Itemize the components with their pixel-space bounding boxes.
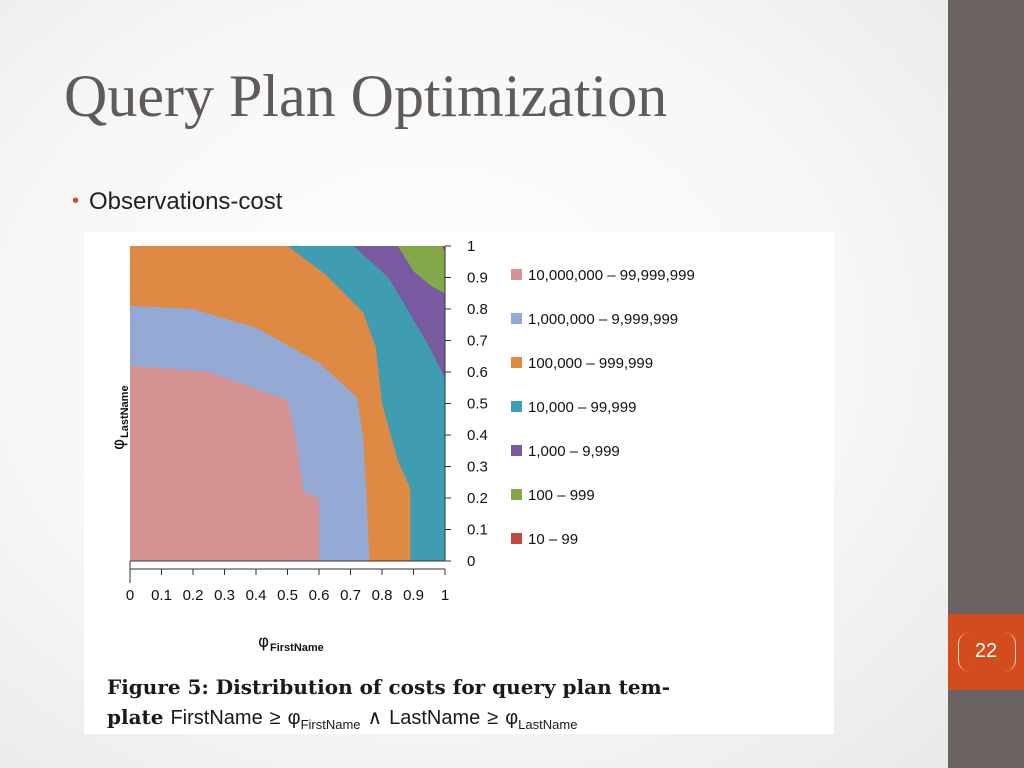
caption-and: ∧ — [367, 707, 383, 729]
x-tick-label: 0.7 — [340, 587, 361, 604]
caption-phi-2: φ — [505, 707, 519, 729]
legend-swatch — [511, 401, 522, 412]
x-tick-label: 0.3 — [214, 587, 235, 604]
bullet-item: • Observations-cost — [72, 188, 282, 216]
legend-swatch — [511, 357, 522, 368]
legend-swatch — [511, 269, 522, 280]
x-tick-label: 0.1 — [151, 587, 172, 604]
caption-phi-1: φ — [287, 707, 301, 729]
x-tick-label: 0 — [126, 587, 134, 604]
y-tick-label: 0.6 — [467, 364, 488, 381]
y-tick-label: 0.4 — [467, 427, 488, 444]
legend-swatch — [511, 313, 522, 324]
legend-label: 10,000 – 99,999 — [528, 399, 636, 416]
caption-sub-lastname: LastName — [518, 717, 578, 732]
y-tick-label: 0.8 — [467, 301, 488, 318]
legend-swatch — [511, 533, 522, 544]
legend-label: 10,000,000 – 99,999,999 — [528, 267, 695, 284]
x-tick-label: 0.2 — [183, 587, 204, 604]
y-axis-label: φ — [109, 439, 129, 450]
legend-label: 100,000 – 999,999 — [528, 355, 653, 372]
y-tick-label: 0 — [467, 553, 475, 570]
x-axis-label: φ — [258, 632, 269, 652]
legend-label: 100 – 999 — [528, 487, 595, 504]
x-tick-label: 0.5 — [277, 587, 298, 604]
caption-sub-firstname: FirstName — [300, 717, 361, 732]
cost-distribution-chart: 0 0.1 0.2 0.3 0.4 0.5 0.6 0.7 0.8 0.9 1 0 0.1 0.2 0.3 0… — [109, 238, 695, 654]
y-tick-label: 0.2 — [467, 490, 488, 507]
caption-line-1: Figure 5: Distribution of costs for quer… — [107, 675, 671, 699]
x-tick-label: 0.8 — [372, 587, 393, 604]
x-axis-label-sub: FirstName — [270, 642, 324, 654]
bullet-icon: • — [72, 190, 80, 212]
band-region-0 — [130, 365, 319, 561]
y-axis-label-sub: LastName — [119, 385, 131, 438]
x-tick-label: 1 — [441, 587, 449, 604]
slide-title: Query Plan Optimization — [64, 63, 668, 129]
y-tick-label: 1 — [467, 238, 475, 255]
legend-label: 1,000 – 9,999 — [528, 443, 620, 460]
page-number: 22 — [974, 640, 998, 662]
bullet-text: Observations-cost — [89, 188, 283, 215]
x-tick-label: 0.6 — [309, 587, 330, 604]
legend-label: 1,000,000 – 9,999,999 — [528, 311, 678, 328]
figure-caption: Figure 5: Distribution of costs for quer… — [107, 672, 807, 740]
y-tick-label: 0.3 — [467, 459, 488, 476]
y-tick-label: 0.5 — [467, 396, 488, 413]
x-tick-label: 0.9 — [403, 587, 424, 604]
legend-swatch — [511, 489, 522, 500]
y-tick-label: 0.1 — [467, 522, 488, 539]
y-axis-label-group: φLastName — [109, 385, 131, 450]
page-number-frame — [958, 632, 1016, 672]
page-number-badge: 22 — [948, 614, 1024, 690]
legend-label: 10 – 99 — [528, 531, 578, 548]
caption-template-word: plate — [107, 705, 171, 729]
caption-var-lastname: LastName — [389, 707, 481, 729]
y-tick-label: 0.7 — [467, 333, 488, 350]
caption-line-2: plate FirstName ≥ φFirstName ∧ LastName … — [107, 702, 807, 740]
x-tick-label: 0.4 — [246, 587, 267, 604]
caption-ge-1: ≥ — [269, 707, 281, 729]
y-tick-label: 0.9 — [467, 270, 488, 287]
caption-ge-2: ≥ — [487, 707, 499, 729]
legend-swatch — [511, 445, 522, 456]
caption-var-firstname: FirstName — [170, 707, 263, 729]
